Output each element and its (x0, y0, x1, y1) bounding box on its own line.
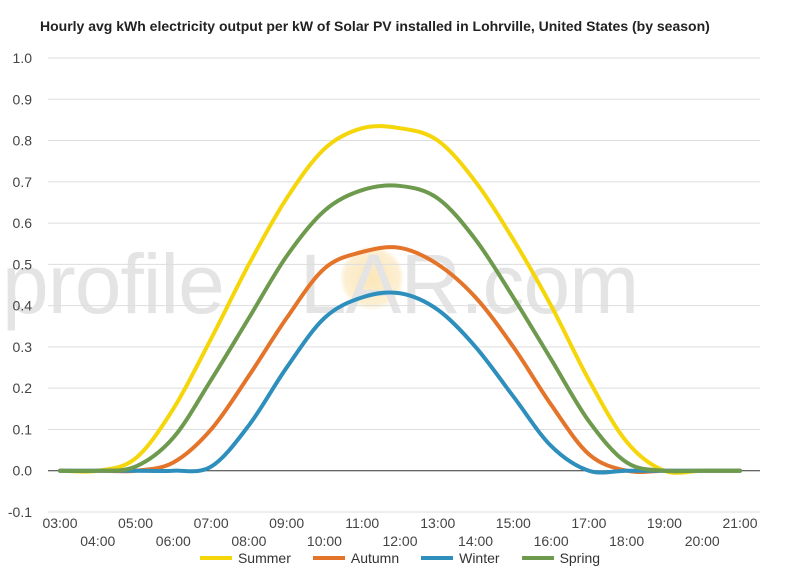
x-tick-label: 14:00 (458, 533, 493, 548)
legend-swatch (521, 556, 554, 560)
series-line-autumn (58, 245, 742, 474)
x-tick-label: 17:00 (571, 515, 606, 531)
x-tick-label: 11:00 (345, 515, 379, 531)
x-tick-label: 08:00 (231, 533, 266, 548)
line-chart: -0.1 0.0 0.1 0.2 0.3 0.4 0.5 0.6 0.7 0.8 0.9 1.0 03… (8, 50, 760, 548)
y-tick-label: 0.5 (13, 256, 33, 272)
x-tick-label: 15:00 (496, 515, 531, 531)
y-tick-label: 0.4 (13, 298, 33, 314)
legend-item-spring[interactable]: Spring (521, 550, 601, 566)
y-tick-label: 0.7 (13, 174, 33, 190)
x-tick-label: 10:00 (307, 533, 342, 548)
series-line-summer (58, 124, 742, 475)
chart-title: Hourly avg kWh electricity output per kW… (40, 18, 710, 34)
y-tick-label: -0.1 (8, 504, 32, 520)
legend: Summer Autumn Winter Spring (0, 550, 800, 566)
x-tick-label: 18:00 (609, 533, 644, 548)
legend-label: Autumn (350, 550, 400, 566)
legend-item-winter[interactable]: Winter (421, 550, 500, 566)
y-tick-label: 0.3 (13, 339, 33, 355)
x-tick-label: 16:00 (534, 533, 569, 548)
legend-item-autumn[interactable]: Autumn (312, 550, 400, 566)
y-tick-label: 0.0 (13, 463, 33, 479)
series-line-spring (58, 183, 742, 474)
series-line-winter (58, 290, 742, 475)
legend-label: Winter (459, 550, 500, 566)
legend-swatch (421, 556, 454, 560)
grid (48, 57, 760, 513)
x-tick-label: 13:00 (420, 515, 455, 531)
x-tick-label: 20:00 (685, 533, 720, 548)
y-tick-label: 0.6 (13, 215, 33, 231)
x-tick-label: 19:00 (647, 515, 682, 531)
legend-label: Summer (237, 550, 291, 566)
x-tick-label: 03:00 (42, 515, 77, 531)
y-tick-label: 0.1 (13, 421, 33, 437)
series-lines (58, 124, 742, 475)
y-tick-label: 0.8 (13, 133, 33, 149)
y-tick-label: 1.0 (13, 50, 33, 66)
legend-swatch (312, 556, 345, 560)
x-tick-label: 12:00 (382, 533, 417, 548)
x-tick-label: 04:00 (80, 533, 115, 548)
x-tick-label: 06:00 (156, 533, 191, 548)
y-tick-label: 0.2 (13, 380, 33, 396)
legend-label: Spring (559, 550, 601, 566)
x-axis-ticks: 03:0004:0005:0006:0007:0008:0009:0010:00… (42, 515, 757, 548)
x-tick-label: 09:00 (269, 515, 304, 531)
legend-swatch (199, 556, 232, 560)
x-tick-label: 05:00 (118, 515, 153, 531)
x-tick-label: 21:00 (722, 515, 757, 531)
y-axis-ticks: -0.1 0.0 0.1 0.2 0.3 0.4 0.5 0.6 0.7 0.8 0.9 1.0 (8, 50, 32, 520)
legend-item-summer[interactable]: Summer (199, 550, 291, 566)
y-tick-label: 0.9 (13, 91, 33, 107)
x-tick-label: 07:00 (194, 515, 229, 531)
